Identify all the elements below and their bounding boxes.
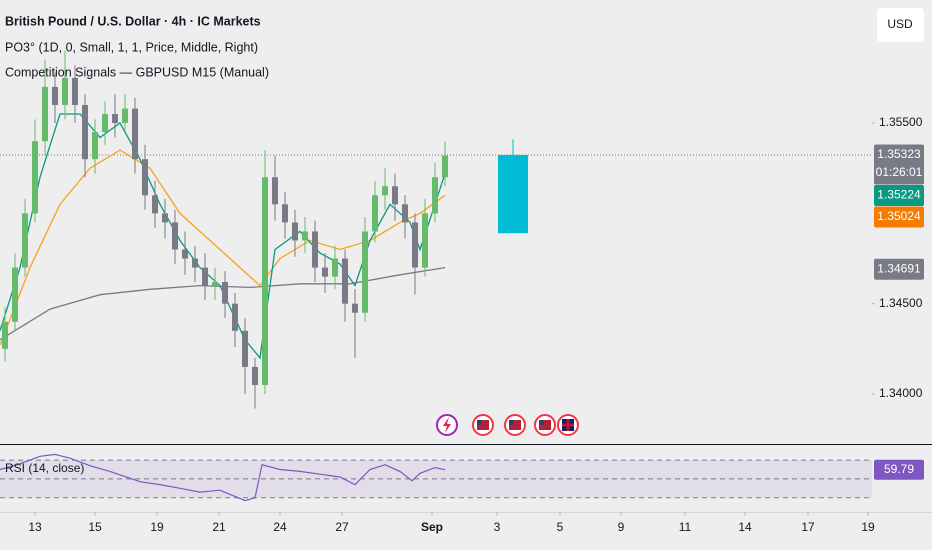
candle-body: [322, 267, 328, 277]
candle-body: [32, 141, 38, 214]
candle-body: [122, 108, 128, 124]
candle-body: [192, 258, 198, 268]
indicator-title: PO3° (1D, 0, Small, 1, 1, Price, Middle,…: [5, 40, 258, 54]
x-tick-label: Sep: [421, 520, 443, 534]
candle-body: [242, 330, 248, 367]
x-tick-label: 21: [212, 520, 226, 534]
flag: [539, 420, 551, 430]
x-tick-label: 19: [150, 520, 164, 534]
candle-body: [442, 155, 448, 178]
projection-box: [498, 155, 528, 234]
candle-body: [52, 86, 58, 105]
candle-body: [412, 222, 418, 268]
price-label-box: [874, 144, 924, 185]
candle-body: [2, 321, 8, 349]
price-label-box: [874, 185, 924, 207]
candle-body: [332, 258, 338, 277]
event-icons: [436, 414, 579, 436]
price-label: 1.35323: [877, 147, 921, 161]
candle-body: [162, 213, 168, 223]
candle-body: [212, 282, 218, 286]
candle-body: [112, 114, 118, 124]
event-icon-glyph: [443, 417, 451, 433]
moving-average: [0, 149, 446, 346]
candle-body: [82, 104, 88, 160]
x-tick-label: 14: [738, 520, 752, 534]
y-tick-label: 1.34000: [879, 386, 923, 400]
candle-body: [22, 213, 28, 268]
candle-body: [152, 195, 158, 214]
candle-body: [352, 303, 358, 313]
rsi-line: [0, 453, 446, 502]
price-label-box: [874, 258, 924, 280]
currency-button[interactable]: [877, 8, 924, 42]
candle-body: [292, 222, 298, 241]
rsi-value-box: [874, 459, 924, 480]
rsi-value-label: 59.79: [884, 462, 914, 476]
x-tick-label: 19: [861, 520, 875, 534]
candle-body: [132, 108, 138, 160]
x-tick-label: 3: [494, 520, 501, 534]
y-tick-label: 1.35500: [879, 115, 923, 129]
flag-canton: [509, 420, 514, 425]
flag-cross: [562, 419, 574, 431]
candle-body: [72, 77, 78, 105]
currency-label[interactable]: USD: [887, 17, 913, 31]
candle-body: [92, 132, 98, 160]
x-tick-label: 11: [679, 520, 692, 534]
price-label-box: [874, 206, 924, 228]
flag: [477, 420, 489, 430]
x-tick-label: 13: [28, 520, 42, 534]
candle-body: [282, 204, 288, 223]
candle-body: [42, 86, 48, 142]
candle-body: [272, 177, 278, 205]
chart-title: British Pound / U.S. Dollar · 4h · IC Ma…: [5, 14, 261, 28]
candle-body: [172, 222, 178, 250]
x-tick-label: 24: [273, 520, 287, 534]
candle-body: [432, 177, 438, 214]
candle-body: [252, 366, 258, 386]
candle-body: [372, 195, 378, 232]
flag-canton: [539, 420, 544, 425]
candle-body: [302, 231, 308, 241]
candle-body: [102, 114, 108, 133]
rsi-title: RSI (14, close): [5, 461, 84, 475]
candle-body: [392, 186, 398, 205]
candle-body: [262, 177, 268, 386]
candle-body: [182, 249, 188, 259]
price-label: 1.34691: [877, 261, 921, 275]
candle-body: [382, 186, 388, 196]
flag-canton: [477, 420, 482, 425]
price-countdown: 01:26:01: [876, 165, 923, 179]
y-tick-label: 1.34500: [879, 296, 923, 310]
candle-body: [342, 258, 348, 304]
x-tick-label: 17: [801, 520, 815, 534]
candle-body: [222, 282, 228, 304]
x-tick-label: 15: [88, 520, 102, 534]
candle-body: [232, 303, 238, 331]
candle-body: [312, 231, 318, 268]
candle-body: [12, 267, 18, 322]
price-label: 1.35224: [877, 188, 921, 202]
candle-body: [142, 159, 148, 196]
indicator-title: Competition Signals — GBPUSD M15 (Manual…: [5, 65, 269, 79]
x-tick-label: 9: [618, 520, 625, 534]
x-tick-label: 5: [557, 520, 564, 534]
price-label: 1.35024: [877, 209, 921, 223]
candle-body: [62, 77, 68, 105]
x-tick-label: 27: [335, 520, 349, 534]
candle-body: [422, 213, 428, 268]
candle-body: [362, 231, 368, 313]
flag: [509, 420, 521, 430]
candle-body: [202, 267, 208, 286]
candle-body: [402, 204, 408, 223]
